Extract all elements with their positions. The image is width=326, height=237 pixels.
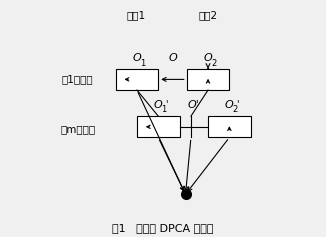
Bar [208,116,251,137]
Text: O: O [204,53,213,63]
Text: 第m个脉冲: 第m个脉冲 [60,124,95,134]
Bar [137,116,180,137]
Text: ': ' [165,99,168,109]
Text: O: O [225,100,234,110]
Text: 1: 1 [162,105,167,114]
Text: O: O [154,100,163,110]
Text: 图1   两通道 DPCA 原理图: 图1 两通道 DPCA 原理图 [112,223,214,232]
Text: 2: 2 [233,105,238,114]
Text: 2: 2 [211,59,216,68]
Text: O': O' [187,100,199,110]
Bar [116,69,158,90]
Bar [187,69,230,90]
Text: O: O [133,53,141,63]
Text: 天线1: 天线1 [126,10,145,20]
Text: 第1个脉冲: 第1个脉冲 [62,74,94,84]
Text: 天线2: 天线2 [199,10,217,20]
Text: ': ' [236,99,239,109]
Text: O: O [168,53,177,63]
Text: 1: 1 [140,59,145,68]
